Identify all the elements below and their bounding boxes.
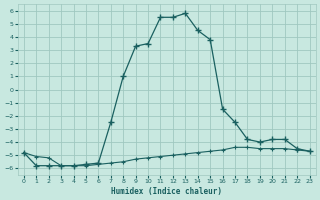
X-axis label: Humidex (Indice chaleur): Humidex (Indice chaleur) (111, 187, 222, 196)
